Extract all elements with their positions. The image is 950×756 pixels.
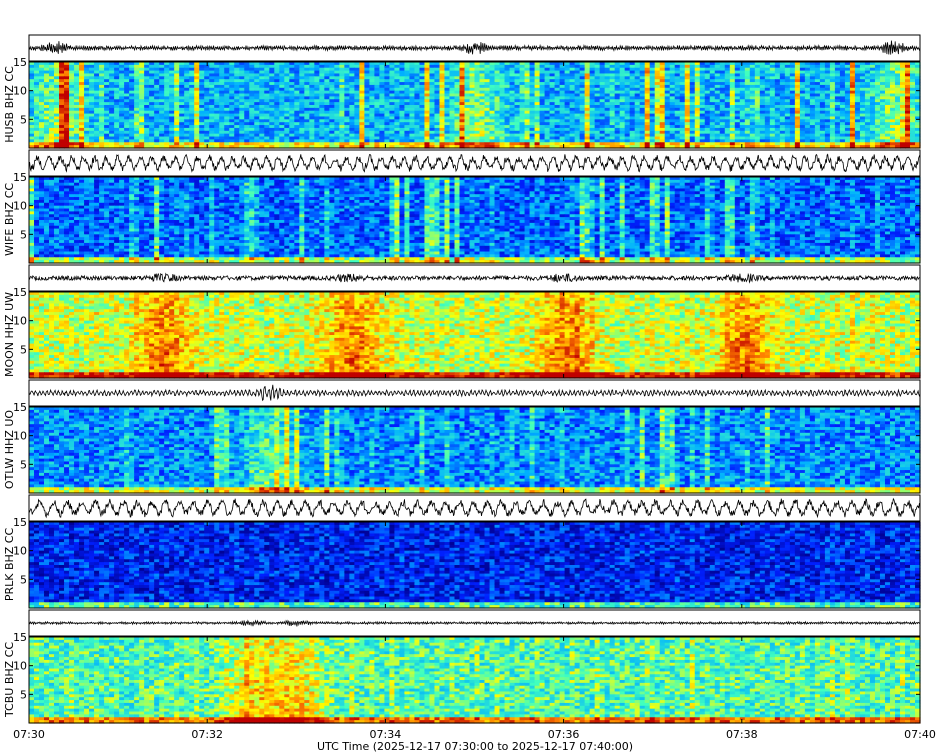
- station-label: WIFE BHZ CC: [3, 183, 16, 256]
- station-label: OTLW HHZ UO: [3, 410, 16, 489]
- waveform-trace: [29, 495, 920, 521]
- x-tick-label: 07:30: [13, 728, 45, 741]
- y-tick-label: 5: [20, 228, 27, 241]
- y-tick-label: 15: [13, 171, 27, 184]
- y-tick-label: 5: [20, 113, 27, 126]
- spectrogram-cells: [29, 407, 921, 494]
- x-tick-label: 07:40: [904, 728, 936, 741]
- x-axis-title: UTC Time (2025-12-17 07:30:00 to 2025-12…: [317, 740, 633, 753]
- waveform-trace: [29, 35, 920, 61]
- y-tick-label: 15: [13, 516, 27, 529]
- waveform-trace: [29, 610, 920, 636]
- spectrogram-cells: [29, 637, 921, 724]
- y-tick-label: 5: [20, 458, 27, 471]
- spectrogram-cells: [29, 177, 921, 264]
- y-tick-label: 5: [20, 688, 27, 701]
- station-label: PRLK BHZ CC: [3, 528, 16, 602]
- waveform-trace: [29, 380, 920, 406]
- station-label: MOON HHZ UW: [3, 292, 16, 377]
- waveform-trace: [29, 150, 920, 176]
- spectrogram-cells: [29, 522, 921, 609]
- spectrogram-cells: [29, 292, 921, 379]
- station-label: HUSB BHZ CC: [3, 66, 16, 143]
- y-tick-label: 5: [20, 343, 27, 356]
- spectrogram-cells: [29, 62, 921, 149]
- y-tick-label: 5: [20, 573, 27, 586]
- waveform-trace: [29, 265, 920, 291]
- x-tick-label: 07:38: [726, 728, 758, 741]
- trace-frame: [29, 495, 920, 521]
- station-label: TCBU BHZ CC: [3, 642, 16, 718]
- x-tick-label: 07:32: [191, 728, 223, 741]
